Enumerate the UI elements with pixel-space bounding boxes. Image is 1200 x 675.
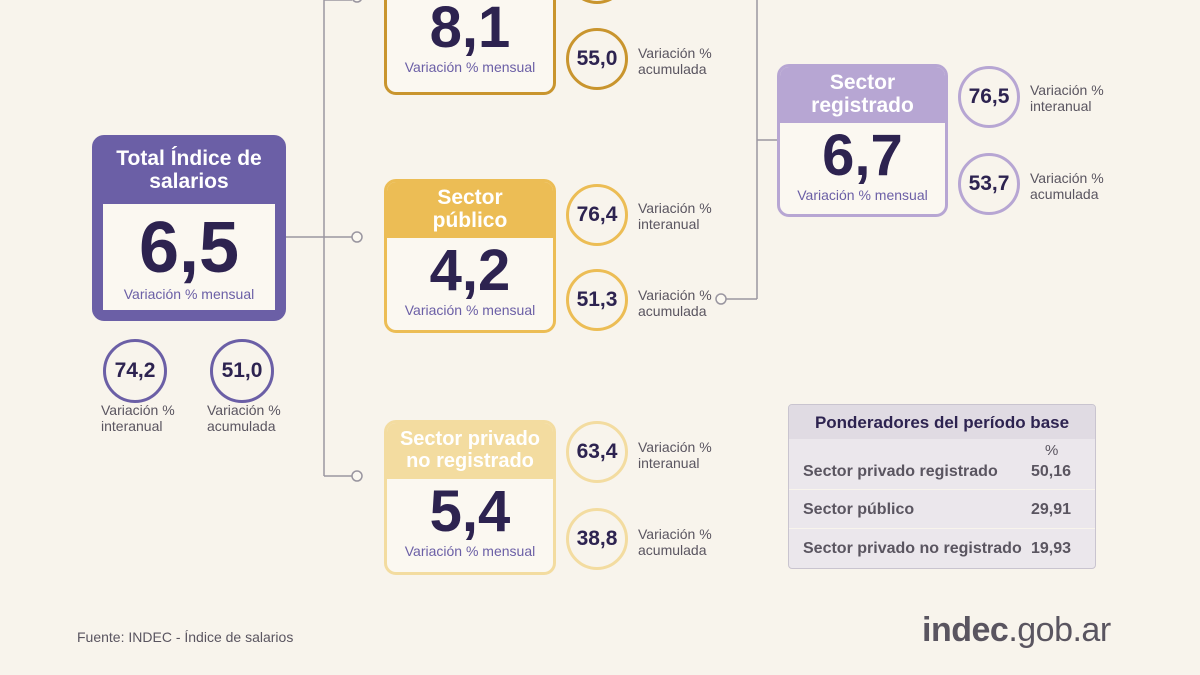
sector-publico-caption: Variación % mensual xyxy=(404,302,536,318)
privado-registrado-caption: Variación % mensual xyxy=(404,59,536,75)
sector-registrado-acumulada-circle: 53,7 xyxy=(958,153,1020,215)
ponderadores-row-value: 29,91 xyxy=(1031,501,1072,518)
sector-publico-acumulada-label: Variación % acumulada xyxy=(638,287,712,319)
ponderadores-row-label: Sector privado registrado xyxy=(803,463,998,480)
sector-no-registrado-box: Sector privado no registrado 5,4 Variaci… xyxy=(384,420,556,575)
privado-registrado-acumulada-label: Variación % acumulada xyxy=(638,45,712,77)
sector-no-registrado-interanual-circle: 63,4 xyxy=(566,421,628,483)
sector-registrado-acumulada-label: Variación % acumulada xyxy=(1030,170,1104,202)
sector-publico-interanual-circle: 76,4 xyxy=(566,184,628,246)
total-acumulada-label: Variación % acumulada xyxy=(207,402,281,434)
connector-dot xyxy=(351,231,363,243)
total-index-value: 6,5 xyxy=(138,208,240,288)
sector-publico-value: 4,2 xyxy=(429,238,511,303)
sector-registrado-box: Sector registrado 6,7 Variación % mensua… xyxy=(777,64,948,217)
sector-registrado-interanual-circle: 76,5 xyxy=(958,66,1020,128)
sector-no-registrado-title: Sector privado no registrado xyxy=(387,423,553,479)
ponderadores-unit: % xyxy=(1045,442,1059,459)
total-index-title: Total Índice de salarios xyxy=(116,146,262,193)
source-note: Fuente: INDEC - Índice de salarios xyxy=(77,629,294,645)
sector-registrado-value: 6,7 xyxy=(822,123,903,188)
sector-registrado-interanual-label: Variación % interanual xyxy=(1030,82,1104,114)
total-acumulada-circle: 51,0 xyxy=(210,339,274,403)
sector-no-registrado-value: 5,4 xyxy=(429,479,511,544)
logo-brand: indec xyxy=(922,611,1009,649)
sector-no-registrado-interanual-label: Variación % interanual xyxy=(638,439,712,471)
privado-registrado-box: 8,1 Variación % mensual xyxy=(384,0,556,95)
connector-dot xyxy=(351,470,363,482)
sector-no-registrado-caption: Variación % mensual xyxy=(404,543,536,559)
sector-publico-box: Sector público 4,2 Variación % mensual xyxy=(384,179,556,333)
sector-publico-title: Sector público xyxy=(387,182,553,238)
total-index-box: Total Índice de salarios 6,5 Variación %… xyxy=(92,135,286,321)
sector-registrado-title: Sector registrado xyxy=(780,67,945,123)
ponderadores-table: Ponderadores del período base % Sector p… xyxy=(788,404,1096,569)
sector-publico-interanual-label: Variación % interanual xyxy=(638,200,712,232)
total-interanual-label: Variación % interanual xyxy=(101,402,175,434)
logo-domain: .gob.ar xyxy=(1008,611,1111,649)
ponderadores-row: Sector privado no registrado 19,93 xyxy=(789,530,1095,568)
sector-no-registrado-acumulada-label: Variación % acumulada xyxy=(638,526,712,558)
privado-registrado-acumulada-circle: 55,0 xyxy=(566,28,628,90)
ponderadores-row: Sector privado registrado 50,16 xyxy=(789,453,1095,491)
indec-logo[interactable]: indec.gob.ar xyxy=(922,611,1111,650)
ponderadores-row-label: Sector privado no registrado xyxy=(803,540,1022,557)
sector-publico-acumulada-circle: 51,3 xyxy=(566,269,628,331)
total-index-caption: Variación % mensual xyxy=(123,286,255,302)
ponderadores-row-value: 50,16 xyxy=(1031,463,1072,480)
total-interanual-circle: 74,2 xyxy=(103,339,167,403)
connector-dot xyxy=(715,293,727,305)
sector-registrado-caption: Variación % mensual xyxy=(797,187,928,203)
ponderadores-row-value: 19,93 xyxy=(1031,540,1072,557)
ponderadores-title: Ponderadores del período base xyxy=(789,405,1095,439)
sector-no-registrado-acumulada-circle: 38,8 xyxy=(566,508,628,570)
ponderadores-row: Sector público 29,91 xyxy=(789,491,1095,529)
ponderadores-row-label: Sector público xyxy=(803,501,915,518)
privado-registrado-value: 8,1 xyxy=(429,0,511,60)
connector-dot xyxy=(352,0,362,3)
